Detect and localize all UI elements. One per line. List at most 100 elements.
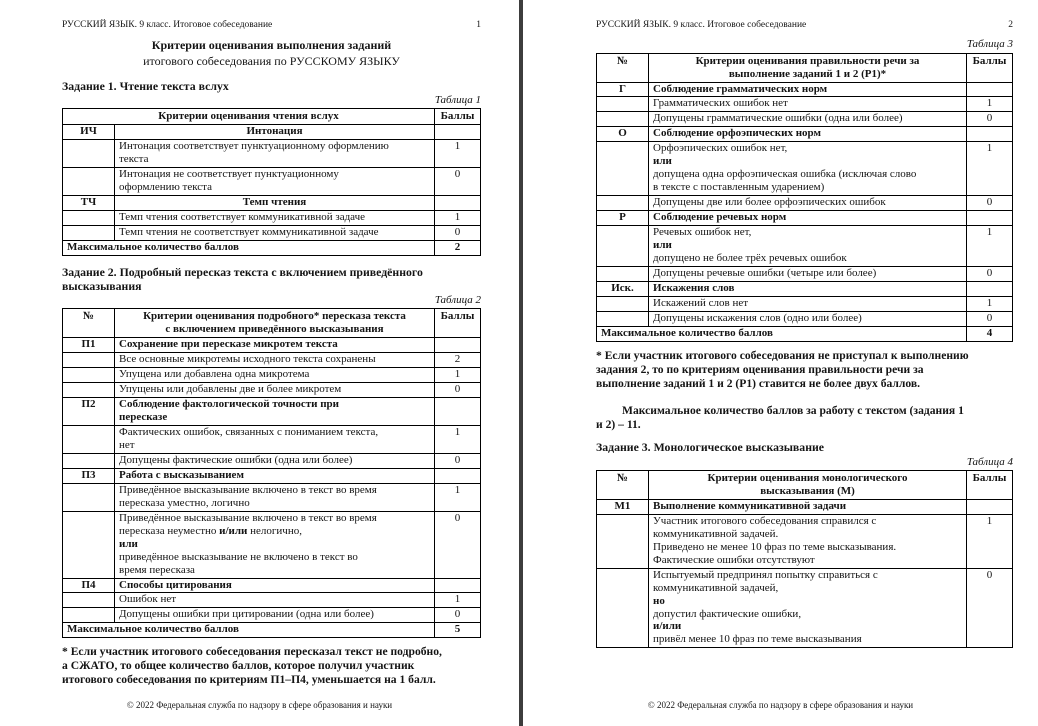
criterion-title-cell: Темп чтения <box>114 194 435 211</box>
criterion-text-cell: Допущены ошибки при цитировании (одна ил… <box>114 607 435 624</box>
criterion-code-cell <box>62 138 115 168</box>
criterion-text-cell: Участник итогового собеседования справил… <box>648 513 967 569</box>
criteria-table-1: Критерии оценивания чтения вслух Баллы ИЧ И… <box>62 107 481 256</box>
section-row: М1 Выполнение коммуникативной задачи <box>596 498 1013 515</box>
score-cell <box>966 281 1013 298</box>
page2-footnote: * Если участник итогового собеседования … <box>596 348 969 390</box>
criterion-text-cell: Искажений слов нет <box>648 296 967 313</box>
max-score-value-cell: 5 <box>434 622 481 639</box>
section-row: П2 Соблюдение фактологической точности пр… <box>62 396 481 426</box>
score-cell: 0 <box>966 567 1013 649</box>
criterion-text-cell: Орфоэпических ошибок нет, или допущена одн… <box>648 141 967 197</box>
max-row: Максимальное количество баллов 5 <box>62 622 481 639</box>
criterion-title-cell: Сохранение при пересказе микротем текста <box>114 337 435 354</box>
criterion-code-cell <box>596 111 649 128</box>
table4-caption: Таблица 4 <box>966 455 1013 468</box>
criterion-title-cell: Работа с высказыванием <box>114 467 435 484</box>
score-cell: 1 <box>434 209 481 226</box>
item-row: Приведённое высказывание включено в текс… <box>62 510 481 579</box>
criterion-code-cell <box>596 195 649 212</box>
score-cell: 1 <box>434 482 481 512</box>
max-row: Максимальное количество баллов 4 <box>596 325 1013 342</box>
criterion-code-cell: Р <box>596 210 649 227</box>
criterion-code-cell: Г <box>596 81 649 98</box>
section-row: П4 Способы цитирования <box>62 577 481 594</box>
criterion-text-cell: Интонация соответствует пунктуационному … <box>114 138 435 168</box>
criteria-column-header: Критерии оценивания монологического выска… <box>648 469 967 500</box>
section-row: П3 Работа с высказыванием <box>62 467 481 484</box>
criterion-code-cell <box>62 166 115 196</box>
criterion-text-cell: Грамматических ошибок нет <box>648 96 967 113</box>
criterion-text-cell: Все основные микротемы исходного текста … <box>114 352 435 368</box>
criterion-code-cell <box>62 452 115 469</box>
score-cell: 0 <box>434 452 481 469</box>
section-row: ТЧ Темп чтения <box>62 194 481 211</box>
criterion-text-cell: Фактических ошибок, связанных с понимани… <box>114 424 435 454</box>
score-cell: 1 <box>966 96 1013 113</box>
page1-footer: © 2022 Федеральная служба по надзору в с… <box>126 700 393 711</box>
score-cell <box>966 498 1013 515</box>
score-cell: 0 <box>966 266 1013 283</box>
item-row: Фактических ошибок, связанных с понимани… <box>62 424 481 454</box>
item-row: Упущена или добавлена одна микротема 1 <box>62 366 481 383</box>
max-score-value-cell: 4 <box>966 325 1013 342</box>
item-row: Участник итогового собеседования справил… <box>596 513 1013 569</box>
item-row: Все основные микротемы исходного текста … <box>62 352 481 368</box>
item-row: Допущены грамматические ошибки (одна или… <box>596 111 1013 128</box>
task1-heading: Задание 1. Чтение текста вслух <box>62 78 229 93</box>
criterion-title-cell: Соблюдение фактологической точности при п… <box>114 396 435 426</box>
criterion-code-cell: ИЧ <box>62 123 115 140</box>
criterion-text-cell: Допущены искажения слов (одно или более) <box>648 311 967 327</box>
criterion-title-cell: Соблюдение орфоэпических норм <box>648 126 967 143</box>
criterion-text-cell: Темп чтения не соответствует коммуникати… <box>114 224 435 241</box>
criterion-text-cell: Речевых ошибок нет, или допущено не более … <box>648 225 967 268</box>
criteria-column-header: Критерии оценивания правильности речи за… <box>648 52 967 83</box>
score-cell: 0 <box>434 381 481 398</box>
table-header-row: № Критерии оценивания монологического выск… <box>596 469 1013 500</box>
criterion-text-cell: Приведённое высказывание включено в текс… <box>114 510 435 579</box>
criterion-code-cell <box>596 311 649 327</box>
document-title: Критерии оценивания выполнения заданий и… <box>62 38 481 69</box>
max-score-label-cell: Максимальное количество баллов <box>62 622 435 639</box>
score-cell: 0 <box>434 607 481 624</box>
criterion-text-cell: Упущены или добавлены две и более микрот… <box>114 381 435 398</box>
table-header-row: № Критерии оценивания подробного* переска… <box>62 308 481 339</box>
score-cell: 0 <box>966 195 1013 212</box>
score-cell: 2 <box>434 352 481 368</box>
score-cell: 1 <box>966 225 1013 268</box>
criterion-code-cell <box>62 592 115 609</box>
criterion-text-cell: Допущены грамматические ошибки (одна или… <box>648 111 967 128</box>
running-header-title: РУССКИЙ ЯЗЫК. 9 класс. Итоговое собеседо… <box>62 20 273 30</box>
criterion-text-cell: Допущены фактические ошибки (одна или бо… <box>114 452 435 469</box>
criteria-table-3: № Критерии оценивания правильности речи з… <box>596 52 1013 342</box>
criterion-title-cell: Искажения слов <box>648 281 967 298</box>
criterion-title-cell: Интонация <box>114 123 435 140</box>
page-number: 1 <box>476 20 481 30</box>
table2-caption: Таблица 2 <box>434 293 481 306</box>
score-cell: 0 <box>434 510 481 579</box>
item-row: Речевых ошибок нет, или допущено не более … <box>596 225 1013 268</box>
criterion-title-cell: Соблюдение грамматических норм <box>648 81 967 98</box>
criterion-code-cell <box>62 366 115 383</box>
score-cell <box>966 81 1013 98</box>
table3-caption: Таблица 3 <box>966 38 1013 51</box>
page-number: 2 <box>1008 20 1013 30</box>
criterion-text-cell: Приведённое высказывание включено в текс… <box>114 482 435 512</box>
criterion-code-cell: О <box>596 126 649 143</box>
criterion-code-cell <box>62 510 115 579</box>
score-cell <box>966 210 1013 227</box>
item-row: Допущены ошибки при цитировании (одна ил… <box>62 607 481 624</box>
page1-footnote: * Если участник итогового собеседования … <box>62 645 442 687</box>
score-cell: 0 <box>434 224 481 241</box>
page-divider <box>519 0 523 726</box>
score-cell <box>434 467 481 484</box>
score-cell <box>434 396 481 426</box>
criterion-code-cell <box>62 482 115 512</box>
score-column-header: Баллы <box>434 107 481 125</box>
criterion-code-cell <box>62 381 115 398</box>
criterion-code-cell <box>62 224 115 241</box>
score-column-header: Баллы <box>434 308 481 339</box>
item-row: Орфоэпических ошибок нет, или допущена одн… <box>596 141 1013 197</box>
running-header: РУССКИЙ ЯЗЫК. 9 класс. Итоговое собеседо… <box>596 20 1013 31</box>
